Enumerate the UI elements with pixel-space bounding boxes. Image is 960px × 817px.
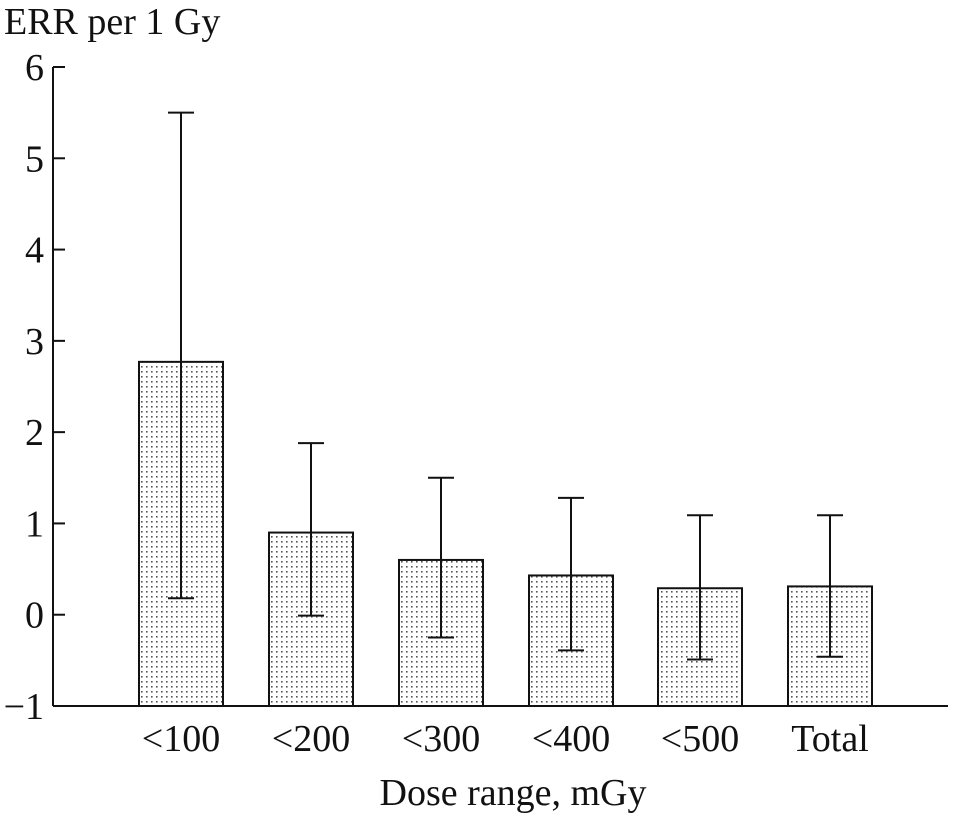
x-category-label: <400 xyxy=(532,718,610,760)
y-tick-label: 4 xyxy=(25,230,44,272)
y-tick-label: 0 xyxy=(25,595,44,637)
y-axis-title: ERR per 1 Gy xyxy=(4,1,220,43)
x-axis-title: Dose range, mGy xyxy=(380,772,647,814)
y-tick-label: −1 xyxy=(4,686,44,728)
x-category-label: <300 xyxy=(402,718,480,760)
y-tick-label: 3 xyxy=(25,321,44,363)
y-tick-label: 5 xyxy=(25,138,44,180)
x-category-label: <200 xyxy=(272,718,350,760)
x-category-label: <500 xyxy=(661,718,739,760)
x-category-label: Total xyxy=(791,718,869,760)
error-bars xyxy=(168,111,843,661)
y-tick-label: 1 xyxy=(25,503,44,545)
y-axis: 6 5 4 3 2 1 0 −1 xyxy=(4,47,65,728)
x-category-label: <100 xyxy=(142,718,220,760)
y-tick-label: 2 xyxy=(25,412,44,454)
bars xyxy=(138,360,873,708)
x-axis: <100 <200 <300 <400 <500 Total xyxy=(53,705,948,760)
y-tick-label: 6 xyxy=(25,47,44,89)
